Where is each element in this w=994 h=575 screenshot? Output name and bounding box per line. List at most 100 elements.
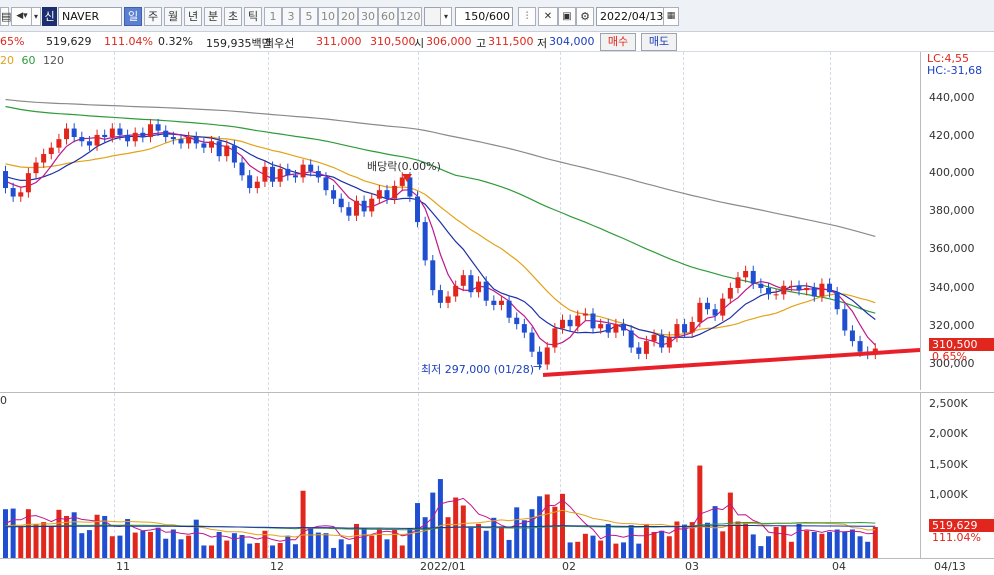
candle-body [125, 134, 131, 142]
low-label: 저 [537, 37, 548, 50]
buy-button[interactable]: 매수 [600, 33, 636, 51]
volume-bar [453, 497, 459, 559]
volume-chart-pane[interactable]: 0 [0, 392, 920, 559]
interval-button-3[interactable]: 3 [282, 7, 300, 26]
candle-settings-icon[interactable]: ⫶ [518, 7, 536, 26]
candle-body [193, 137, 199, 144]
volume-bar [254, 543, 260, 559]
candle-body [666, 336, 672, 348]
period-button-year[interactable]: 년 [184, 7, 202, 26]
volume-bar [86, 530, 92, 559]
period-button-month[interactable]: 월 [164, 7, 182, 26]
date-tick: 2022/01 [420, 560, 466, 573]
symbol-type-badge[interactable]: 신 [42, 7, 57, 26]
ma20-line [5, 136, 876, 336]
month-gridline [418, 393, 419, 558]
speaker-dropdown-icon[interactable]: ◀▾ [11, 7, 33, 26]
interval-button-10[interactable]: 10 [318, 7, 338, 26]
crosshair-icon[interactable]: ✕ [538, 7, 558, 26]
volume-bar [613, 543, 619, 559]
month-gridline [683, 52, 684, 390]
volume-chart-svg [3, 465, 878, 559]
volume-bar [811, 531, 817, 559]
period-button-tick[interactable]: 틱 [244, 7, 262, 26]
volume-bar [857, 536, 863, 559]
price-tick: 300,000 [929, 357, 975, 370]
candle-body [750, 270, 756, 284]
volume-bar [209, 545, 215, 559]
ma-legend-60: 60 [21, 54, 36, 67]
candle-body [788, 285, 794, 287]
symbol-input[interactable]: NAVER [58, 7, 122, 26]
save-icon[interactable]: ▣ [558, 7, 576, 26]
candle-body [102, 134, 108, 138]
volume-bar [834, 529, 840, 559]
volume-bar [247, 543, 253, 559]
period-button-minute[interactable]: 분 [204, 7, 222, 26]
candle-body [483, 281, 489, 301]
volume-bar [529, 509, 535, 559]
volume-bar [643, 523, 649, 559]
volume-bar [582, 533, 588, 559]
volume-axis: 2,500K 2,000K 1,500K 1,000K 519,629 111.… [920, 392, 994, 558]
candle-body [33, 162, 39, 174]
volume-bar [422, 517, 428, 559]
volume-bar [598, 540, 604, 559]
volume-bar [315, 532, 321, 559]
gear-icon[interactable]: ⚙ [576, 7, 594, 26]
candle-body [758, 283, 764, 288]
period-button-day[interactable]: 일 [124, 7, 142, 26]
volume-bar [621, 542, 627, 559]
count-field[interactable]: 150/600 [455, 7, 513, 26]
volume-bar [331, 547, 337, 559]
month-gridline [560, 393, 561, 558]
candle-body [147, 124, 153, 138]
candle-body [827, 283, 833, 293]
month-gridline [830, 393, 831, 558]
period-button-week[interactable]: 주 [144, 7, 162, 26]
price-tick: 340,000 [929, 281, 975, 294]
volume-bar [445, 517, 451, 559]
period-button-second[interactable]: 초 [224, 7, 242, 26]
volume-bar [231, 533, 237, 559]
interval-button-30[interactable]: 30 [358, 7, 378, 26]
volume-bar [498, 527, 504, 559]
candle-body [117, 128, 123, 135]
candle-body [277, 168, 283, 182]
candle-body [521, 324, 527, 333]
lowest-price-annotation: 최저 297,000 (01/28) [421, 363, 535, 376]
month-gridline [683, 393, 684, 558]
sell-button[interactable]: 매도 [641, 33, 677, 51]
volume-bar [346, 544, 352, 559]
volume-bar [712, 506, 718, 559]
candle-body [544, 347, 550, 365]
interval-button-60[interactable]: 60 [378, 7, 398, 26]
current-change-pct: 0.65% [932, 350, 967, 363]
volume-ma120-line [5, 525, 876, 529]
candle-body [247, 175, 253, 189]
calendar-icon[interactable]: ▦ [663, 7, 679, 26]
interval-button-1[interactable]: 1 [264, 7, 282, 26]
volume-bar [804, 530, 810, 559]
volume-bar [849, 529, 855, 559]
menu-icon[interactable]: ▤ [0, 7, 11, 26]
volume-bar [18, 527, 24, 559]
price-chart-pane[interactable]: 20 60 120 배당락(0.00%) 최저 297,000 (01/28) … [0, 52, 920, 390]
date-input[interactable]: 2022/04/13 [596, 7, 664, 26]
candle-body [384, 190, 390, 199]
candle-body [590, 313, 596, 329]
volume-bar [827, 531, 833, 559]
volume-bar [155, 527, 161, 559]
interval-button-5[interactable]: 5 [300, 7, 318, 26]
volume-bar [506, 539, 512, 559]
volume-bar [239, 535, 245, 559]
volume-bar [41, 522, 47, 559]
chevron-down-icon[interactable]: ▾ [440, 7, 452, 26]
volume-bar [743, 522, 749, 559]
interval-button-120[interactable]: 120 [398, 7, 422, 26]
candle-body [392, 185, 398, 199]
candle-body [239, 162, 245, 176]
interval-button-20[interactable]: 20 [338, 7, 358, 26]
toolbar: ▤ ◀▾ ▾ 신 NAVER 일 주 월 년 분 초 틱 1 3 5 10 20… [0, 0, 994, 32]
chevron-down-icon[interactable]: ▾ [31, 7, 41, 26]
